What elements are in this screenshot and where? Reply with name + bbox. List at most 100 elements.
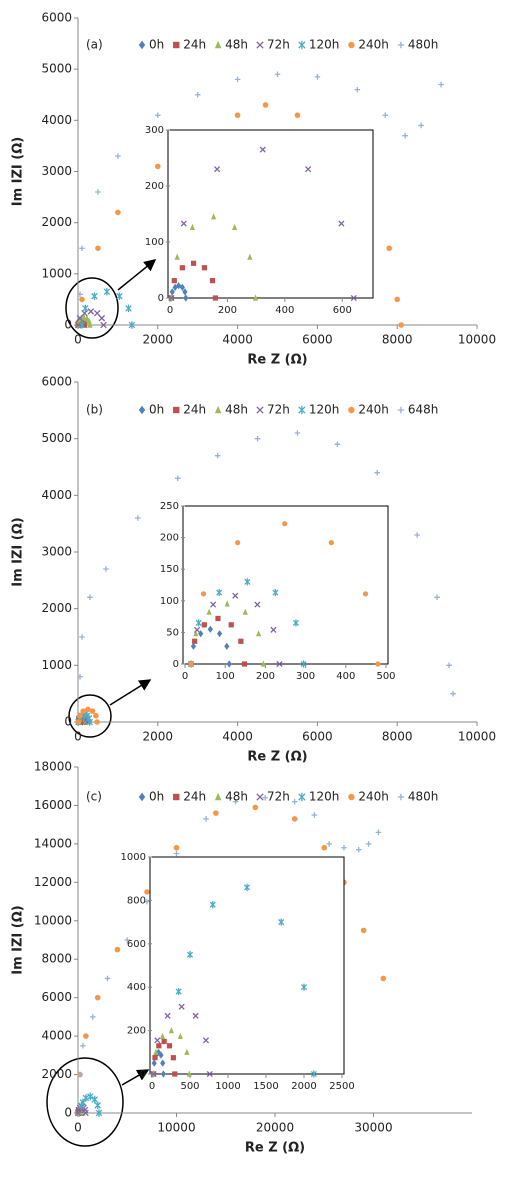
data-point <box>194 626 201 633</box>
data-point <box>150 1070 157 1078</box>
legend-marker <box>298 405 306 415</box>
data-point <box>402 132 408 139</box>
data-point <box>116 292 123 300</box>
data-point <box>398 322 404 328</box>
data-point <box>380 975 387 982</box>
data-point <box>270 626 277 633</box>
data-point <box>262 794 268 801</box>
data-point <box>135 515 141 521</box>
y-tick-label: 4000 <box>41 1029 72 1043</box>
data-point <box>81 309 88 317</box>
legend-marker <box>348 41 355 49</box>
y-tick-label: 250 <box>160 501 179 512</box>
data-point <box>224 600 230 607</box>
legend-label: 0h <box>149 403 164 417</box>
x-tick-label: 8000 <box>382 333 413 347</box>
data-point <box>173 850 180 857</box>
x-tick-label: 200 <box>218 305 237 316</box>
data-point <box>115 153 121 159</box>
y-tick-label: 200 <box>127 1026 146 1037</box>
y-tick-label: 12000 <box>34 875 72 889</box>
data-point <box>182 288 188 296</box>
legend-marker <box>298 792 306 802</box>
data-point <box>189 223 195 231</box>
y-tick-label: 200 <box>160 533 179 544</box>
legend-label: 240h <box>358 38 389 52</box>
data-point <box>274 71 281 78</box>
data-point <box>214 452 221 459</box>
legend-marker <box>348 406 355 414</box>
data-point <box>241 661 248 667</box>
legend-marker <box>397 41 405 49</box>
data-point <box>252 294 259 301</box>
y-tick-label: 6000 <box>41 990 72 1004</box>
y-tick-label: 2000 <box>41 1067 72 1081</box>
data-point <box>186 1070 192 1077</box>
data-point <box>203 816 209 822</box>
y-tick-label: 1000 <box>121 852 146 863</box>
data-point <box>100 321 107 329</box>
data-point <box>160 1059 166 1067</box>
data-point <box>104 975 111 982</box>
data-point <box>77 1071 83 1078</box>
data-point <box>77 673 83 680</box>
data-point <box>360 927 367 934</box>
data-point <box>311 812 318 818</box>
data-point <box>394 296 401 303</box>
x-tick-label: 30000 <box>354 1121 392 1135</box>
y-tick-label: 4000 <box>41 488 72 502</box>
data-point <box>177 1032 183 1040</box>
legend-marker <box>173 793 180 801</box>
data-point <box>94 1101 101 1110</box>
y-tick-label: 100 <box>160 596 179 607</box>
data-point <box>206 1070 213 1078</box>
data-point <box>82 1094 90 1102</box>
data-point <box>294 112 301 119</box>
y-tick-label: 3000 <box>41 545 72 559</box>
legend-marker <box>214 40 222 49</box>
data-point <box>169 288 175 296</box>
y-axis-title: Im IZI (Ω) <box>11 517 26 586</box>
legend-label: 120h <box>309 790 340 804</box>
zoom-circle <box>65 277 119 339</box>
x-tick-label: 400 <box>336 671 355 682</box>
data-point <box>83 1033 89 1039</box>
y-tick-label: 18000 <box>34 760 72 774</box>
legend-marker <box>397 793 405 801</box>
y-tick-label: 6000 <box>41 375 72 389</box>
data-point <box>292 619 300 627</box>
data-point <box>216 588 223 597</box>
zoom-arrow <box>117 259 157 291</box>
data-point <box>228 622 234 628</box>
data-point <box>238 638 244 644</box>
legend-marker <box>138 405 146 415</box>
data-point <box>254 435 261 442</box>
data-point <box>77 291 83 298</box>
data-point <box>193 630 199 637</box>
y-tick-label: 4000 <box>41 113 72 127</box>
zoom-circle <box>46 1057 124 1147</box>
x-tick-label: 600 <box>333 305 352 316</box>
data-point <box>190 642 197 650</box>
data-point <box>226 660 232 668</box>
data-point <box>386 245 393 252</box>
data-point <box>434 594 440 601</box>
data-point <box>103 287 111 296</box>
data-point <box>174 475 181 482</box>
data-point <box>98 314 106 322</box>
legend-label: 48h <box>225 790 248 804</box>
data-point <box>179 265 185 271</box>
y-tick-label: 1000 <box>41 266 72 280</box>
data-point <box>79 634 85 640</box>
x-tick-label: 300 <box>296 671 315 682</box>
data-point <box>168 294 175 302</box>
x-tick-label: 10000 <box>157 1121 195 1135</box>
y-tick-label: 100 <box>145 237 164 248</box>
data-point <box>414 532 420 538</box>
y-axis-title: Im IZI (Ω) <box>11 137 26 206</box>
data-point <box>79 296 85 303</box>
data-point <box>247 253 253 260</box>
data-point <box>170 1055 176 1061</box>
x-tick-label: 500 <box>376 671 395 682</box>
y-tick-label: 600 <box>127 939 146 950</box>
